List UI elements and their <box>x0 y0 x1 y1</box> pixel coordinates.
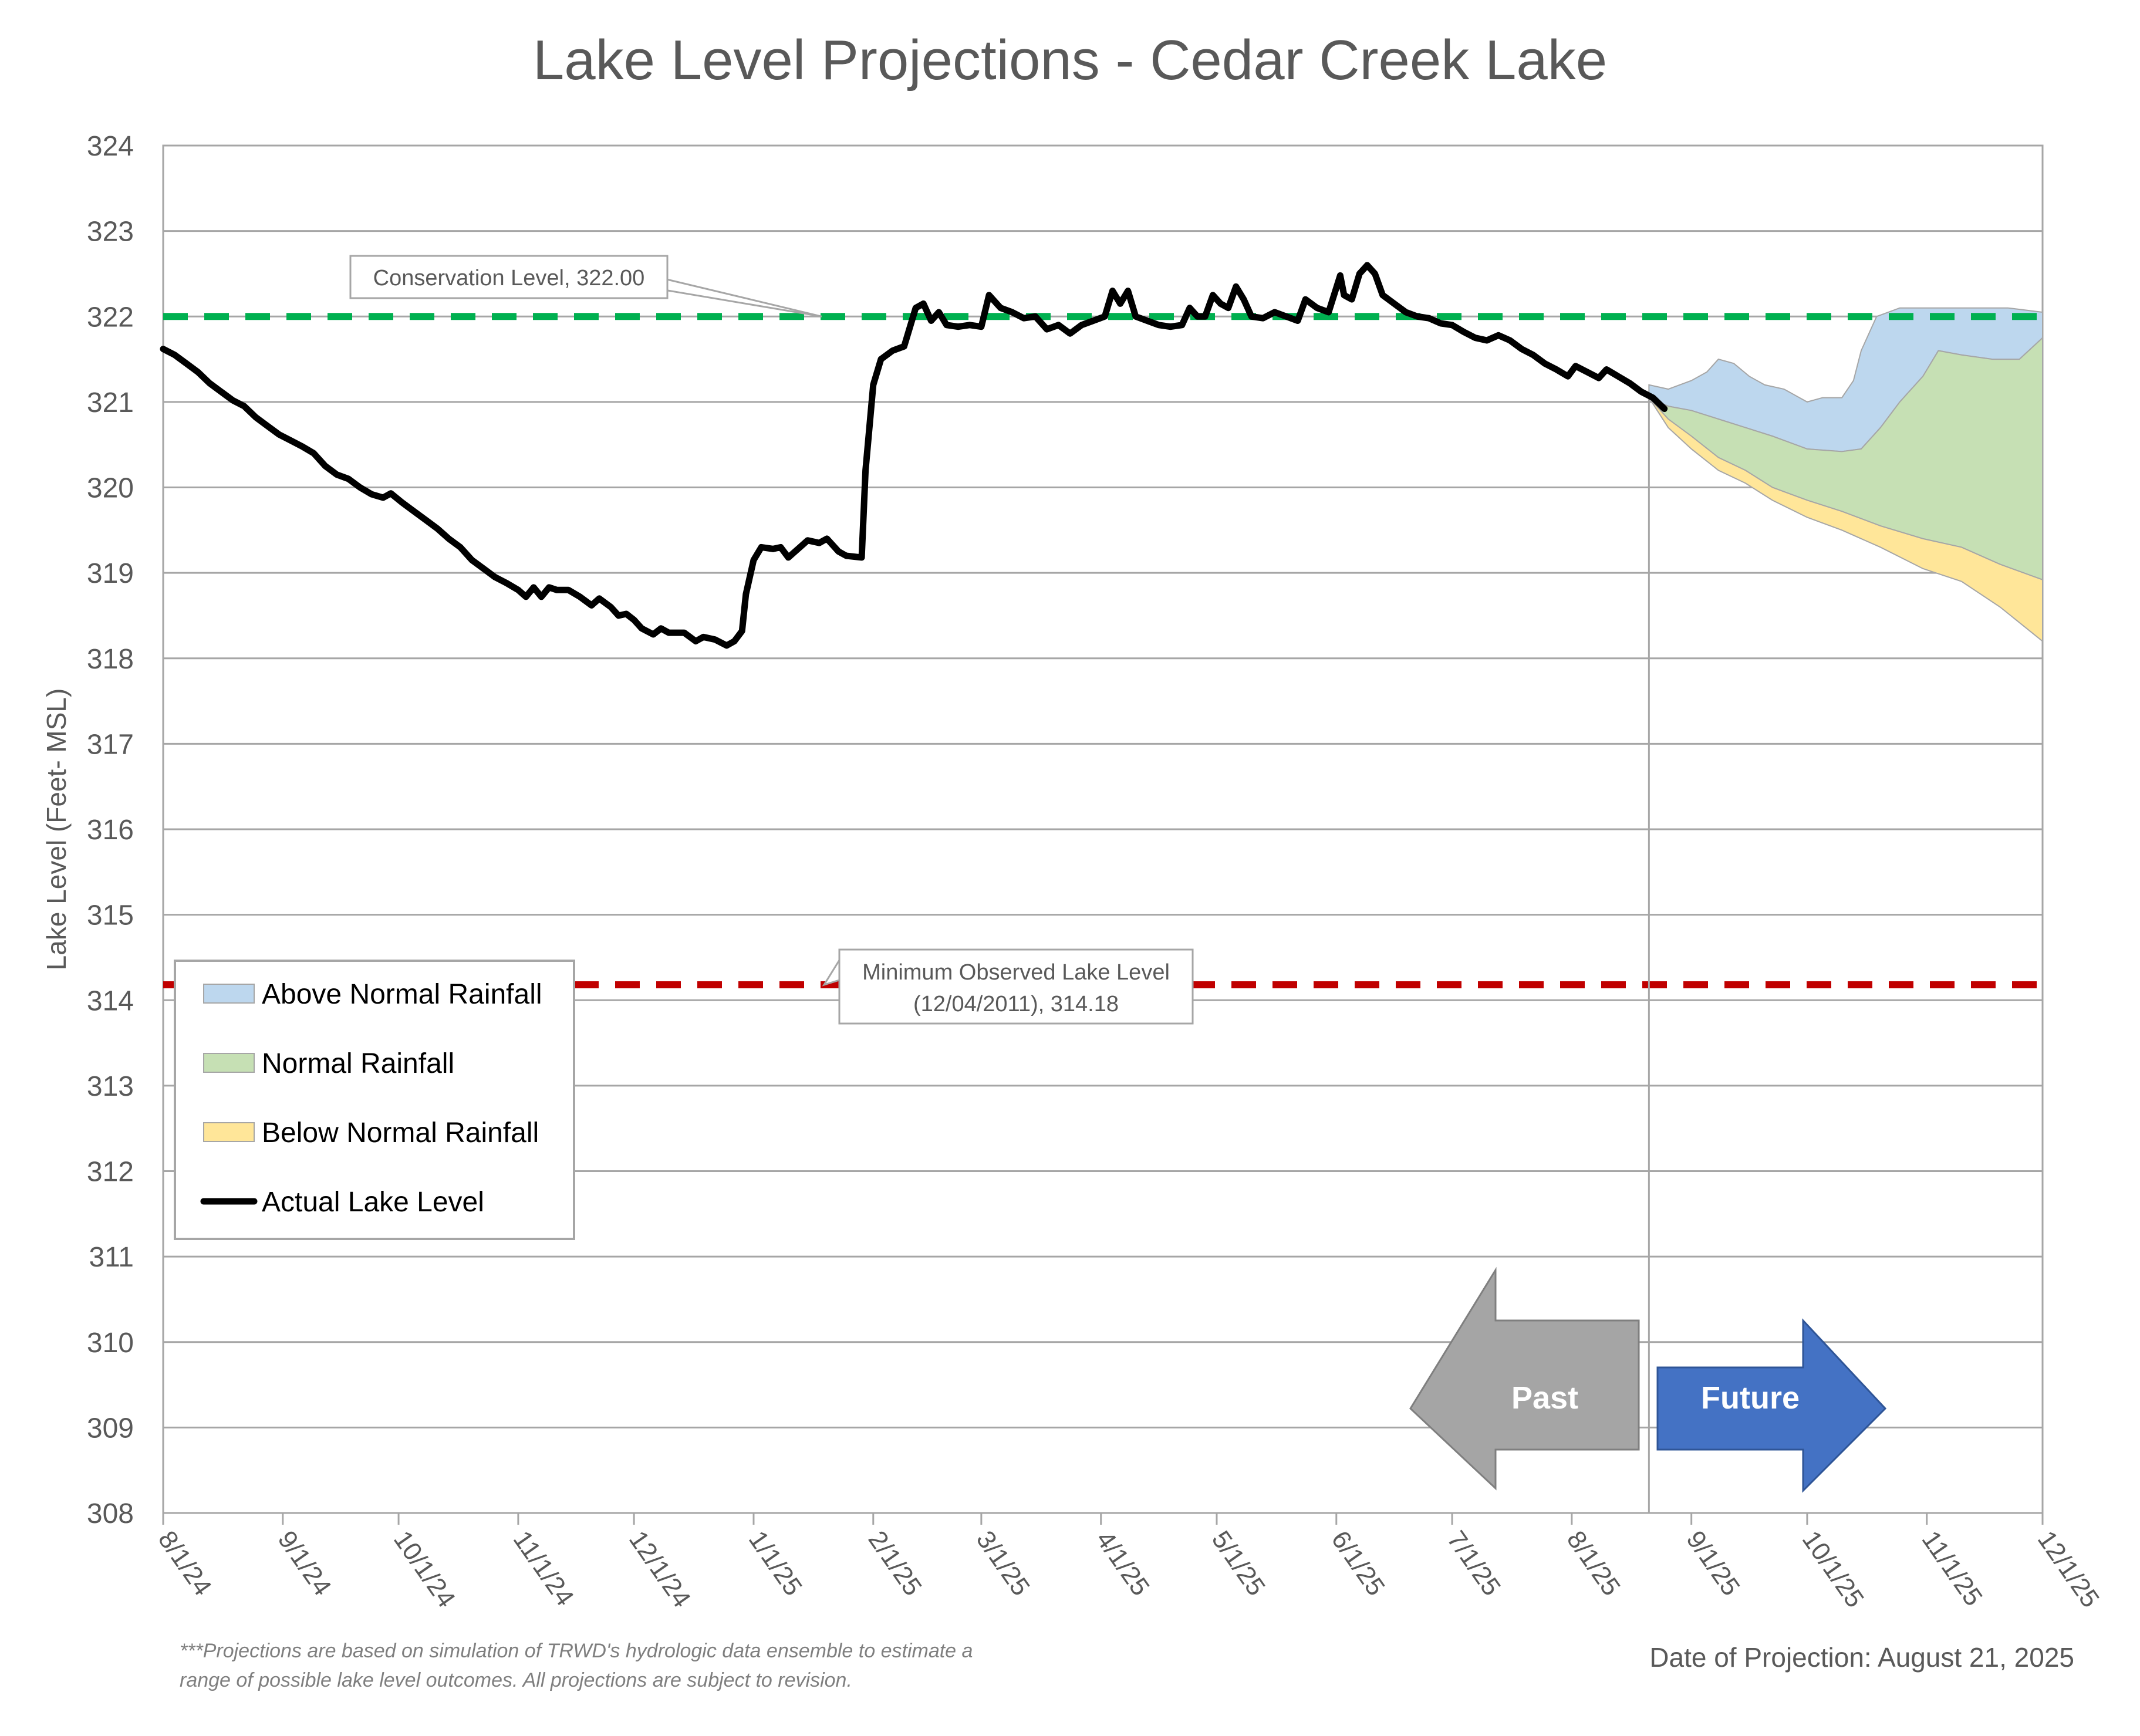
y-tick-label: 312 <box>87 1157 134 1188</box>
legend-swatch <box>203 984 255 1004</box>
y-tick-label: 315 <box>87 900 134 931</box>
future-arrow-label: Future <box>1701 1380 1800 1416</box>
y-tick-label: 321 <box>87 387 134 418</box>
past-arrow <box>1409 1266 1640 1491</box>
callouts: Conservation Level, 322.00 Minimum Observ… <box>349 255 1194 1025</box>
legend-label: Actual Lake Level <box>262 1187 484 1218</box>
y-tick-label: 319 <box>87 558 134 589</box>
chart-title: Lake Level Projections - Cedar Creek Lak… <box>533 29 1607 92</box>
legend: Above Normal Rainfall Normal Rainfall Belo… <box>174 960 575 1240</box>
projection-areas <box>1648 307 2043 643</box>
legend-label: Below Normal Rainfall <box>262 1117 539 1149</box>
conservation-callout-pointer <box>657 278 822 318</box>
y-tick-label: 314 <box>87 985 134 1016</box>
past-future-arrows: Past Future <box>1409 1266 1887 1493</box>
below-normal-rainfallarea <box>1648 397 2043 643</box>
y-tick-label: 311 <box>89 1242 134 1273</box>
y-tick-label: 323 <box>87 217 134 248</box>
y-tick-label: 320 <box>87 473 134 504</box>
y-tick-label: 324 <box>87 131 134 162</box>
y-tick-label: 313 <box>87 1071 134 1102</box>
legend-label: Above Normal Rainfall <box>262 979 542 1010</box>
legend-swatch <box>203 1122 255 1142</box>
y-axis-label: Lake Level (Feet- MSL) <box>41 688 72 971</box>
y-tick-label: 316 <box>87 815 134 846</box>
y-tick-label: 322 <box>87 302 134 333</box>
past-arrow-label: Past <box>1511 1380 1578 1416</box>
footnote-line-1: ***Projections are based on simulation o… <box>180 1640 973 1662</box>
legend-box <box>174 960 575 1240</box>
conservation-level-label: Conservation Level, 322.00 <box>373 266 645 291</box>
minimum-callout-box <box>838 948 1194 1025</box>
y-tick-label: 310 <box>87 1328 134 1359</box>
minimum-level-label-line2: (12/04/2011), 314.18 <box>913 992 1119 1016</box>
reference-lines <box>163 313 2043 989</box>
projection-date: Date of Projection: August 21, 2025 <box>1649 1642 2074 1673</box>
minimum-callout-pointer <box>822 960 841 987</box>
future-arrow <box>1656 1318 1887 1493</box>
footnote-line-2: range of possible lake level outcomes. A… <box>180 1669 852 1691</box>
actual-lake-level-series <box>160 262 1668 649</box>
y-tick-label: 317 <box>87 729 134 760</box>
y-tick-label: 308 <box>87 1498 134 1529</box>
y-tick-label: 318 <box>87 644 134 675</box>
y-tick-label: 309 <box>87 1413 134 1444</box>
legend-swatch <box>203 1053 255 1073</box>
legend-label: Normal Rainfall <box>262 1048 454 1079</box>
conservation-callout-box <box>349 255 669 299</box>
actual-lake-level-line <box>160 262 1668 649</box>
minimum-level-label-line1: Minimum Observed Lake Level <box>862 960 1170 985</box>
